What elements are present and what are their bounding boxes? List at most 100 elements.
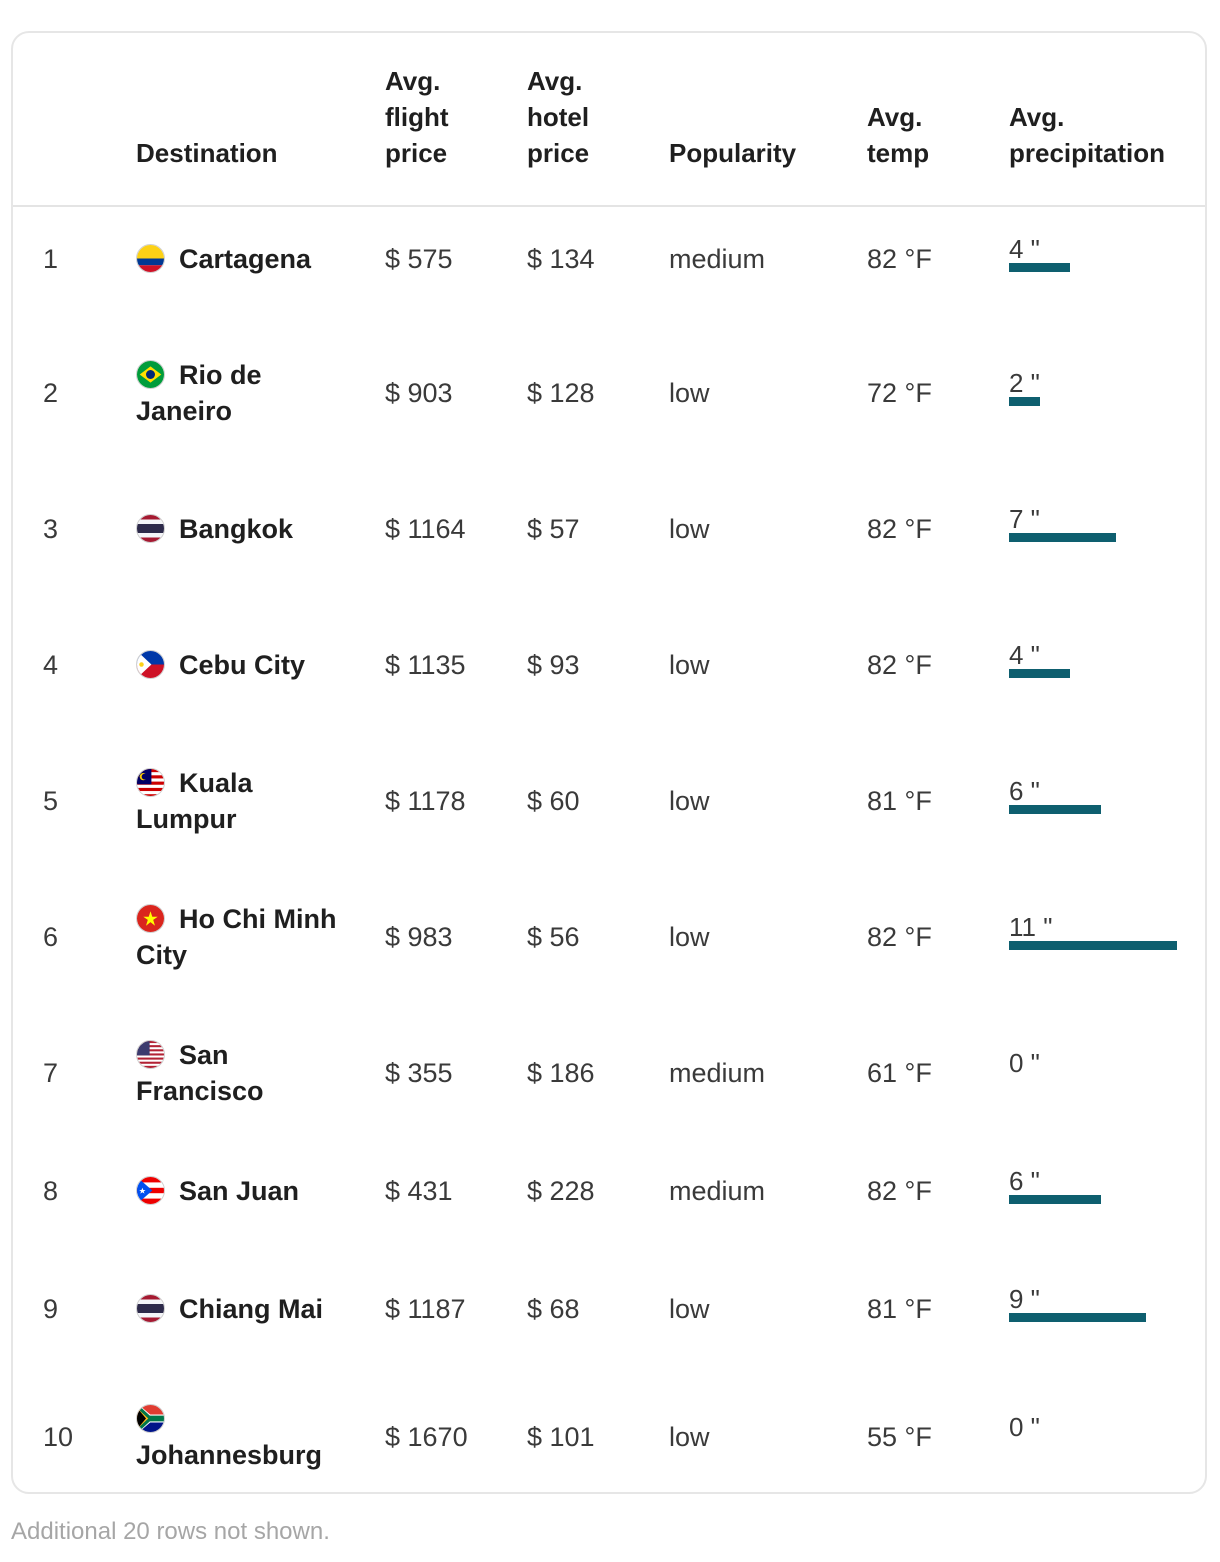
flight-price-value: $ 1178 [385,786,466,816]
temp-cell: 61 °F [867,1005,987,1141]
flight-price-value: $ 1135 [385,650,466,680]
popularity-cell: low [669,597,839,733]
precipitation-cell: 4 " [1009,209,1189,309]
temp-cell: 55 °F [867,1377,987,1492]
rank-cell: 9 [43,1241,123,1377]
header-precipitation[interactable]: Avg. precipitation [1009,102,1166,168]
rank-value: 5 [43,786,59,816]
table-row[interactable]: 7 San Francisco $ 355 $ 186 medium 61 °F 0 " [13,1005,1205,1141]
flight-price-value: $ 431 [385,1176,453,1206]
precipitation-cell: 9 " [1009,1241,1189,1377]
south-africa-flag-icon [136,1403,165,1433]
precipitation-cell: 4 " [1009,597,1189,733]
destination-cell[interactable]: Johannesburg [136,1377,356,1492]
rank-cell: 4 [43,597,123,733]
destination-name: Kuala Lumpur [136,768,253,834]
destination-name: Chiang Mai [179,1294,324,1324]
hotel-price-cell: $ 128 [527,325,647,461]
popularity-value: low [669,514,710,544]
table-row[interactable]: 2 Rio de Janeiro $ 903 $ 128 low 72 °F 2 " [13,325,1205,461]
destination-name: Cartagena [179,244,312,274]
destination-name: San Juan [179,1176,300,1206]
table-row[interactable]: 5 Kuala Lumpur $ 1178 $ 60 low 81 °F 6 " [13,733,1205,869]
rank-cell: 5 [43,733,123,869]
header-flight-price[interactable]: Avg. flight price [385,66,449,168]
temp-cell: 81 °F [867,1241,987,1377]
rank-cell: 3 [43,461,123,597]
usa-flag-icon [136,1040,165,1069]
rank-value: 6 [43,922,59,952]
hotel-price-value: $ 128 [527,378,595,408]
precipitation-value: 7 " [1009,504,1040,534]
temp-value: 82 °F [867,244,932,274]
hotel-price-value: $ 134 [527,244,595,274]
header-destination[interactable]: Destination [136,138,278,168]
popularity-value: low [669,786,710,816]
table-row[interactable]: 9 Chiang Mai $ 1187 $ 68 low 81 °F 9 " [13,1241,1205,1377]
destination-name: Johannesburg [136,1439,323,1470]
header-popularity[interactable]: Popularity [669,138,797,168]
header-hotel-price[interactable]: Avg. hotel price [527,66,590,168]
table-row[interactable]: 6 Ho Chi Minh City $ 983 $ 56 low 82 °F 11 " [13,869,1205,1005]
popularity-cell: low [669,869,839,1005]
rank-cell: 8 [43,1141,123,1241]
header-temp[interactable]: Avg. temp [867,102,930,168]
table-row[interactable]: 3 Bangkok $ 1164 $ 57 low 82 °F 7 " [13,461,1205,597]
flight-price-value: $ 1187 [385,1294,466,1324]
hotel-price-value: $ 57 [527,514,580,544]
destination-cell[interactable]: San Francisco [136,1005,356,1141]
temp-cell: 82 °F [867,597,987,733]
table-row[interactable]: 8 San Juan $ 431 $ 228 medium 82 °F 6 " [13,1141,1205,1241]
destination-name: Rio de Janeiro [136,360,262,426]
precipitation-cell: 6 " [1009,1141,1189,1241]
destinations-table: Destination Avg. flight price Avg. hotel… [11,31,1207,1494]
hotel-price-value: $ 68 [527,1294,580,1324]
precipitation-cell: 0 " [1009,1005,1189,1141]
precipitation-bar [1009,805,1101,814]
destination-cell[interactable]: Cebu City [136,597,356,733]
flight-price-cell: $ 355 [385,1005,495,1141]
precipitation-value: 9 " [1009,1284,1040,1314]
popularity-cell: medium [669,209,839,309]
table-row[interactable]: 4 Cebu City $ 1135 $ 93 low 82 °F 4 " [13,597,1205,733]
destination-cell[interactable]: Cartagena [136,209,356,309]
table-row[interactable]: 10 Johannesburg $ 1670 $ 101 low 55 °F 0 " [13,1377,1205,1492]
precipitation-bar [1009,941,1177,950]
destination-cell[interactable]: San Juan [136,1141,356,1241]
rank-cell: 6 [43,869,123,1005]
flight-price-cell: $ 903 [385,325,495,461]
precipitation-bar [1009,1195,1101,1204]
destination-cell[interactable]: Kuala Lumpur [136,733,356,869]
precipitation-bar [1009,263,1070,272]
temp-cell: 82 °F [867,209,987,309]
precipitation-cell: 7 " [1009,461,1189,597]
thailand-flag-icon [136,1294,165,1323]
flight-price-cell: $ 575 [385,209,495,309]
popularity-cell: medium [669,1141,839,1241]
hotel-price-cell: $ 134 [527,209,647,309]
popularity-value: low [669,1294,710,1324]
table-row[interactable]: 1 Cartagena $ 575 $ 134 medium 82 °F 4 " [13,209,1205,309]
rank-value: 2 [43,378,59,408]
precipitation-value: 0 " [1009,1048,1040,1078]
destination-cell[interactable]: Ho Chi Minh City [136,869,356,1005]
popularity-value: low [669,1421,710,1452]
rank-value: 8 [43,1176,59,1206]
destination-cell[interactable]: Bangkok [136,461,356,597]
rank-value: 1 [43,244,59,274]
rank-value: 3 [43,514,59,544]
precipitation-bar [1009,1313,1146,1322]
popularity-cell: low [669,1377,839,1492]
destination-cell[interactable]: Chiang Mai [136,1241,356,1377]
destination-cell[interactable]: Rio de Janeiro [136,325,356,461]
rank-value: 9 [43,1294,59,1324]
hotel-price-value: $ 60 [527,786,580,816]
precipitation-value: 6 " [1009,776,1040,806]
precipitation-cell: 6 " [1009,733,1189,869]
flight-price-cell: $ 1135 [385,597,495,733]
flight-price-value: $ 575 [385,244,453,274]
hotel-price-value: $ 101 [527,1421,595,1452]
temp-value: 82 °F [867,514,932,544]
hotel-price-cell: $ 56 [527,869,647,1005]
rank-cell: 10 [43,1377,123,1492]
